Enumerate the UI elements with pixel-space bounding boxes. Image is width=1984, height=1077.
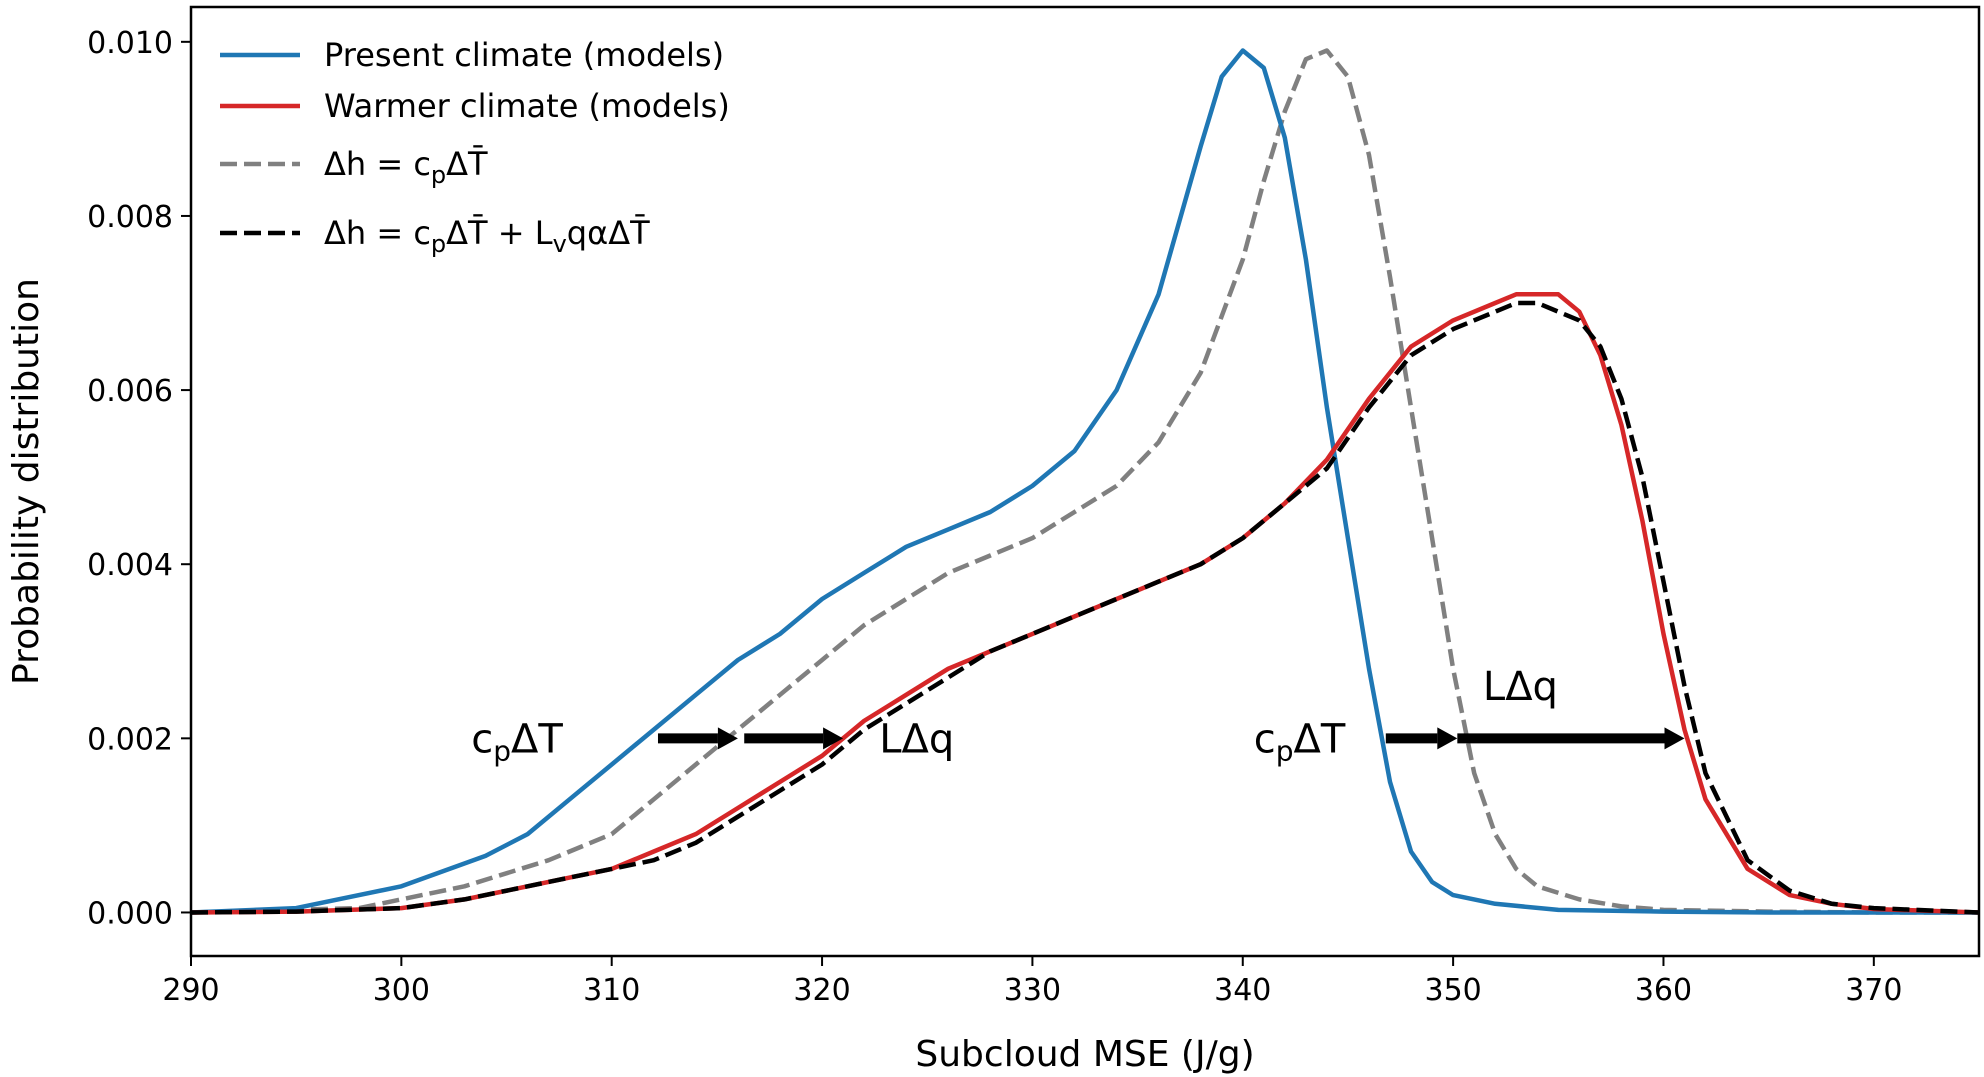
- arrow-head-3: [1664, 727, 1685, 750]
- y-tick-label: 0.004: [87, 548, 173, 583]
- annotation-label-part: c: [471, 716, 493, 762]
- legend-label-part: Δh = c: [324, 214, 431, 252]
- x-tick-label: 330: [1004, 973, 1061, 1008]
- y-tick-label: 0.000: [87, 896, 173, 931]
- y-tick-label: 0.006: [87, 374, 173, 409]
- x-tick-label: 370: [1845, 973, 1902, 1008]
- x-tick-label: 350: [1424, 973, 1481, 1008]
- axes-layer: 290 300 310 320 330 340 350 360 370 0.000 0.002 0.0…: [6, 5, 1981, 1075]
- annotation-label-part: p: [1276, 734, 1294, 767]
- y-tick-label: 0.002: [87, 722, 173, 757]
- x-tick-label: 290: [162, 973, 219, 1008]
- legend-label-part: ΔT̄: [446, 144, 488, 183]
- legend-label-2: Δh = cpΔT̄: [324, 144, 488, 189]
- y-tick-label: 0.008: [87, 200, 173, 235]
- x-tick-label: 320: [793, 973, 850, 1008]
- annotation-label: cpΔT: [471, 716, 563, 767]
- x-tick-label: 360: [1635, 973, 1692, 1008]
- annotation-label-part: LΔq: [879, 716, 954, 762]
- annotation-label-part: p: [493, 734, 511, 767]
- legend-label-part: p: [431, 161, 446, 189]
- legend-label-part: qαΔT̄: [567, 213, 650, 252]
- y-axis-label: Probability distribution: [6, 278, 47, 685]
- arrow-layer: [657, 727, 1685, 750]
- legend-label-part: ΔT̄ + L: [446, 213, 553, 252]
- y-tick-label: 0.010: [87, 26, 173, 61]
- legend-label-3: Δh = cpΔT̄ + LvqαΔT̄: [324, 213, 650, 258]
- annotation-label-part: c: [1254, 716, 1276, 762]
- annotation-label: cpΔT: [1254, 716, 1346, 767]
- legend: Present climate (models) Warmer climate (…: [220, 36, 730, 258]
- plot-frame: [189, 5, 1981, 958]
- legend-label-part: v: [553, 230, 567, 258]
- legend-label-part: Δh = c: [324, 145, 431, 183]
- arrow-head-2: [1437, 727, 1458, 750]
- legend-label-part: p: [431, 230, 446, 258]
- legend-label-0: Present climate (models): [324, 36, 724, 74]
- legend-label-part: Present climate (models): [324, 36, 724, 74]
- x-tick-label: 310: [583, 973, 640, 1008]
- series-line-2: [190, 48, 1979, 915]
- x-tick-label: 300: [373, 973, 430, 1008]
- series-line-0: [190, 48, 1979, 915]
- arrow-head-1: [823, 727, 844, 750]
- legend-label-1: Warmer climate (models): [324, 87, 730, 125]
- annotation-label-part: ΔT: [1294, 716, 1346, 762]
- annotation-label: LΔq: [1483, 664, 1558, 710]
- series-line-3: [190, 300, 1980, 915]
- x-tick-label: 340: [1214, 973, 1271, 1008]
- series-layer: [190, 48, 1980, 915]
- arrow-head-0: [717, 727, 738, 750]
- annotation-label-part: ΔT: [511, 716, 563, 762]
- annotation-label: LΔq: [879, 716, 954, 762]
- legend-label-part: Warmer climate (models): [324, 87, 730, 125]
- x-axis-label: Subcloud MSE (J/g): [915, 1034, 1254, 1075]
- annotation-label-part: LΔq: [1483, 664, 1558, 710]
